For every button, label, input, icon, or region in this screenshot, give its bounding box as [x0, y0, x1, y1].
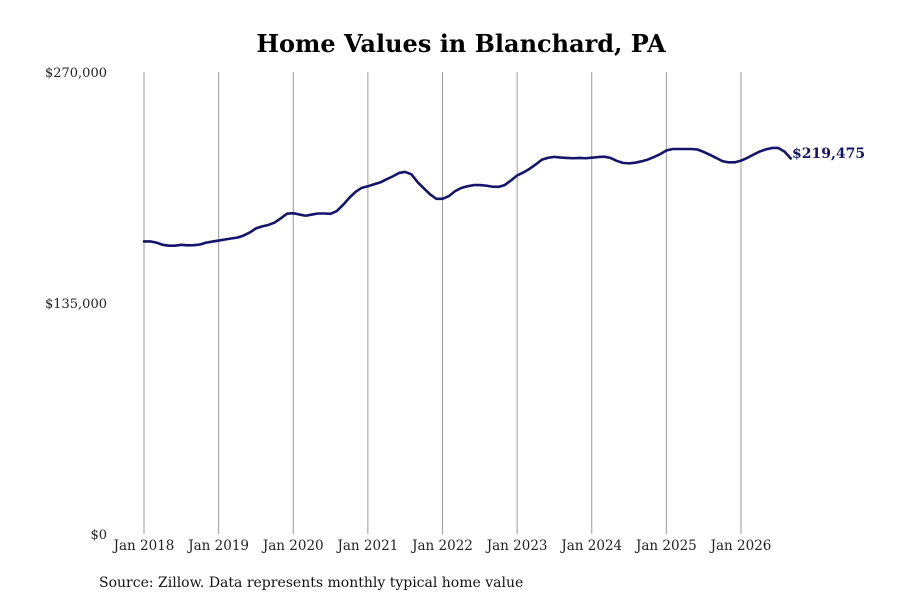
x-tick-label: Jan 2020	[261, 538, 324, 554]
gridlines	[143, 72, 742, 534]
end-value-label: $219,475	[792, 146, 865, 162]
chart-title: Home Values in Blanchard, PA	[256, 29, 666, 58]
x-axis: Jan 2018 Jan 2019 Jan 2020 Jan 2021 Jan 2022…	[112, 538, 772, 554]
x-tick-label: Jan 2024	[559, 538, 622, 554]
x-tick-label: Jan 2021	[335, 538, 398, 554]
x-tick-label: Jan 2018	[112, 538, 175, 554]
x-tick-label: Jan 2023	[485, 538, 548, 554]
x-tick-label: Jan 2026	[709, 538, 772, 554]
x-tick-label: Jan 2022	[410, 538, 473, 554]
y-tick-label: $270,000	[45, 66, 107, 81]
y-tick-label: $0	[90, 528, 107, 543]
y-axis: $0 $135,000 $270,000	[45, 66, 107, 543]
y-tick-label: $135,000	[45, 297, 107, 312]
x-tick-label: Jan 2025	[634, 538, 697, 554]
series-line	[142, 146, 793, 247]
x-tick-label: Jan 2019	[186, 538, 249, 554]
source-note: Source: Zillow. Data represents monthly …	[99, 575, 523, 591]
